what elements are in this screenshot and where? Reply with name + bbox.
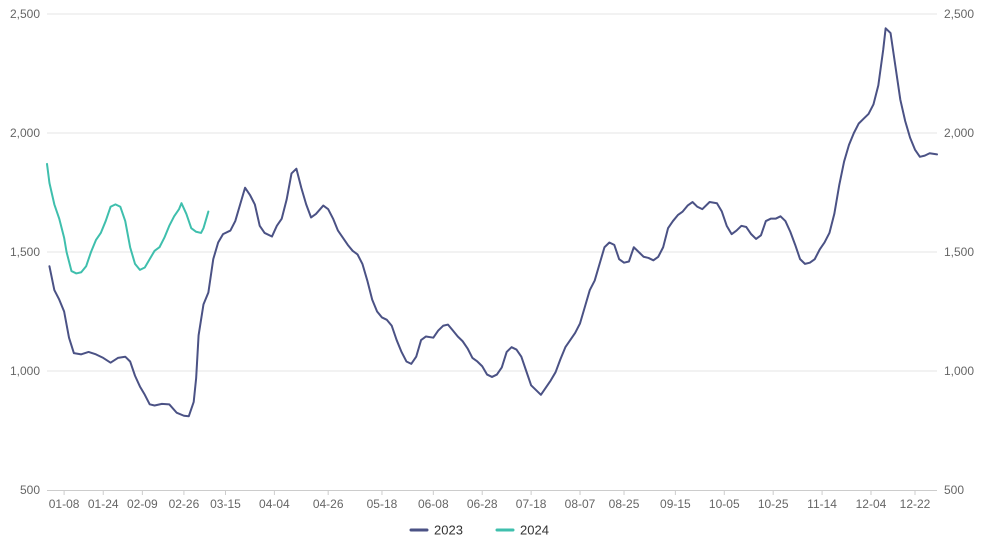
series-line-2024[interactable] bbox=[46, 162, 210, 275]
x-tick-label: 03-15 bbox=[210, 497, 241, 511]
axes: 500 500 1,000 1,000 1,500 1,500 2,000 2,000 2,50… bbox=[10, 7, 974, 511]
grid-lines bbox=[47, 13, 937, 372]
x-tick-label: 06-28 bbox=[467, 497, 498, 511]
series-lines bbox=[46, 27, 938, 418]
x-tick-label: 12-04 bbox=[856, 497, 887, 511]
y-tick-label-left: 1,000 bbox=[10, 364, 40, 378]
x-tick-label: 04-04 bbox=[259, 497, 290, 511]
y-tick-label-left: 2,500 bbox=[10, 7, 40, 21]
x-tick-label: 11-14 bbox=[807, 497, 837, 511]
x-tick-label: 02-09 bbox=[127, 497, 158, 511]
y-tick-label-right: 2,000 bbox=[944, 126, 974, 140]
y-tick-label-left: 500 bbox=[20, 483, 40, 497]
legend-item-2024[interactable]: 2024 bbox=[495, 523, 549, 538]
y-tick-label-right: 1,000 bbox=[944, 364, 974, 378]
x-tick-label: 04-26 bbox=[313, 497, 344, 511]
y-tick-label-left: 2,000 bbox=[10, 126, 40, 140]
x-tick-label: 10-05 bbox=[709, 497, 740, 511]
y-tick-label-right: 500 bbox=[944, 483, 964, 497]
x-tick-label: 06-08 bbox=[418, 497, 449, 511]
legend[interactable]: 2023 2024 bbox=[409, 523, 549, 538]
x-tick-label: 02-26 bbox=[169, 497, 200, 511]
x-tick-label: 01-08 bbox=[49, 497, 80, 511]
x-tick-label: 10-25 bbox=[758, 497, 789, 511]
x-tick-label: 08-25 bbox=[609, 497, 640, 511]
y-tick-label-right: 2,500 bbox=[944, 7, 974, 21]
x-tick-label: 05-18 bbox=[367, 497, 398, 511]
x-tick-label: 12-22 bbox=[900, 497, 931, 511]
y-tick-label-right: 1,500 bbox=[944, 245, 974, 259]
x-tick-label: 09-15 bbox=[660, 497, 691, 511]
legend-item-2023[interactable]: 2023 bbox=[409, 523, 463, 538]
x-tick-label: 08-07 bbox=[565, 497, 596, 511]
series-line-2023[interactable] bbox=[48, 27, 938, 418]
y-tick-label-left: 1,500 bbox=[10, 245, 40, 259]
x-tick-label: 07-18 bbox=[516, 497, 547, 511]
x-tick-label: 01-24 bbox=[88, 497, 119, 511]
legend-label: 2023 bbox=[434, 523, 463, 538]
legend-label: 2024 bbox=[520, 523, 549, 538]
